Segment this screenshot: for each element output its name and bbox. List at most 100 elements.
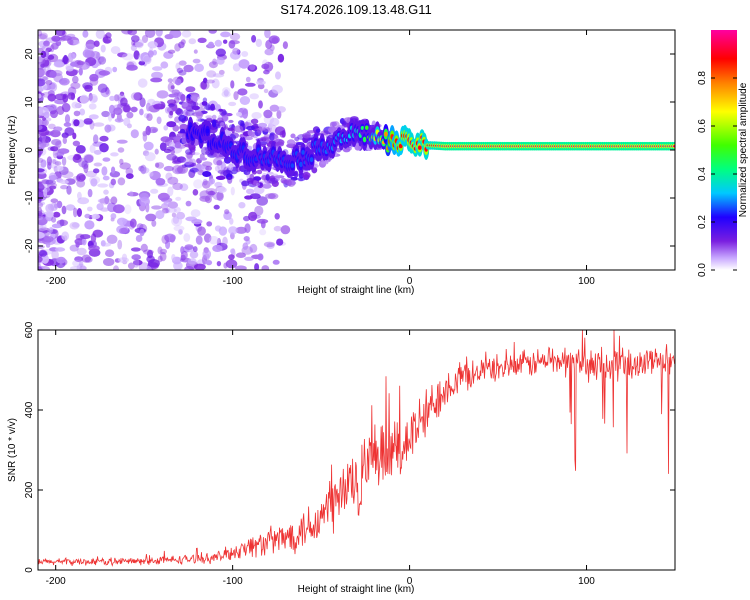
noise-blob (54, 247, 66, 252)
noise-blob (147, 41, 158, 49)
noise-blob (176, 211, 186, 220)
noise-blob (279, 130, 286, 138)
noise-blob (265, 39, 273, 50)
noise-blob (151, 205, 162, 210)
noise-blob (38, 67, 45, 78)
noise-blob (266, 171, 274, 175)
noise-blob (155, 162, 165, 169)
y-tick-label: -20 (24, 238, 35, 253)
noise-blob (183, 64, 194, 73)
noise-blob (245, 76, 251, 83)
colorbar: 0.0 0.2 0.4 0.6 0.8 Normalized spectral ampl… (697, 30, 749, 277)
noise-blob (199, 190, 211, 200)
noise-blob (91, 95, 98, 103)
noise-blob (232, 47, 240, 55)
noise-blob (121, 30, 133, 35)
noise-blob (227, 176, 233, 184)
noise-blob (268, 192, 279, 200)
noise-blob (49, 44, 55, 53)
spectrogram-x-axis: -200 -100 0 100 (46, 30, 595, 287)
noise-blob (62, 30, 67, 37)
noise-blob (238, 120, 245, 126)
noise-blob (88, 103, 97, 110)
noise-blob (246, 171, 251, 179)
noise-blob (197, 37, 207, 43)
noise-blob (242, 242, 249, 250)
noise-blob (275, 141, 284, 147)
noise-blob (203, 105, 214, 111)
noise-blob (85, 39, 96, 50)
noise-blob (42, 68, 47, 76)
noise-blob (69, 221, 80, 230)
x-tick-label: -100 (223, 276, 243, 287)
noise-blob (261, 63, 270, 70)
noise-blob (178, 70, 187, 76)
noise-blob (116, 217, 127, 226)
noise-blob (149, 170, 161, 181)
noise-blob (60, 185, 69, 190)
noise-blob (155, 30, 163, 37)
noise-blob (143, 141, 154, 151)
noise-blob (79, 234, 91, 240)
noise-blob (97, 183, 109, 188)
noise-blob (117, 52, 128, 58)
noise-blob (49, 70, 57, 78)
noise-blob (43, 40, 50, 47)
noise-blob (217, 169, 226, 174)
noise-blob (112, 204, 125, 214)
noise-blob (167, 49, 176, 54)
noise-blob (297, 177, 306, 181)
noise-blob (71, 101, 79, 109)
noise-blob (225, 259, 238, 269)
noise-blob (119, 227, 128, 234)
noise-blob (109, 171, 121, 178)
noise-blob (89, 73, 99, 82)
noise-blob (180, 250, 188, 260)
noise-blob (216, 191, 224, 202)
noise-blob (62, 136, 67, 145)
noise-blob (101, 110, 110, 118)
noise-blob (41, 179, 54, 185)
noise-blob (81, 160, 89, 169)
noise-blob (229, 32, 241, 41)
noise-blob (143, 55, 151, 63)
noise-blob (42, 235, 54, 243)
noise-blob (214, 181, 223, 188)
noise-blob (38, 207, 43, 217)
noise-blob (142, 132, 148, 142)
noise-blob (52, 149, 59, 159)
noise-blob (38, 265, 42, 270)
ridge-core (290, 163, 295, 168)
noise-blob (53, 144, 60, 152)
noise-blob (195, 111, 203, 119)
noise-blob (99, 197, 112, 205)
noise-blob (230, 248, 235, 254)
noise-blob (160, 136, 171, 143)
noise-blob (53, 126, 63, 132)
noise-blob (228, 254, 235, 260)
noise-blob (159, 251, 167, 262)
noise-blob (268, 123, 274, 128)
noise-blob (199, 157, 208, 161)
noise-blob (222, 236, 228, 246)
noise-blob (263, 88, 269, 94)
noise-blob (117, 177, 126, 186)
noise-blob (166, 153, 177, 161)
noise-blob (45, 179, 56, 186)
noise-blob (215, 175, 226, 180)
noise-blob (257, 253, 264, 261)
noise-blob (38, 93, 42, 99)
noise-blob (76, 179, 86, 188)
noise-blob (180, 39, 186, 45)
noise-blob (236, 112, 242, 117)
noise-blob (146, 102, 151, 112)
snr-panel: -200 -100 0 100 0 200 400 600 Height of straig… (7, 321, 676, 595)
noise-blob (55, 30, 66, 37)
noise-blob (101, 166, 108, 176)
noise-blob (84, 84, 93, 92)
noise-blob (51, 35, 61, 42)
noise-blob (97, 198, 109, 204)
noise-blob (215, 48, 226, 57)
noise-blob (145, 213, 157, 222)
noise-blob (249, 243, 258, 253)
